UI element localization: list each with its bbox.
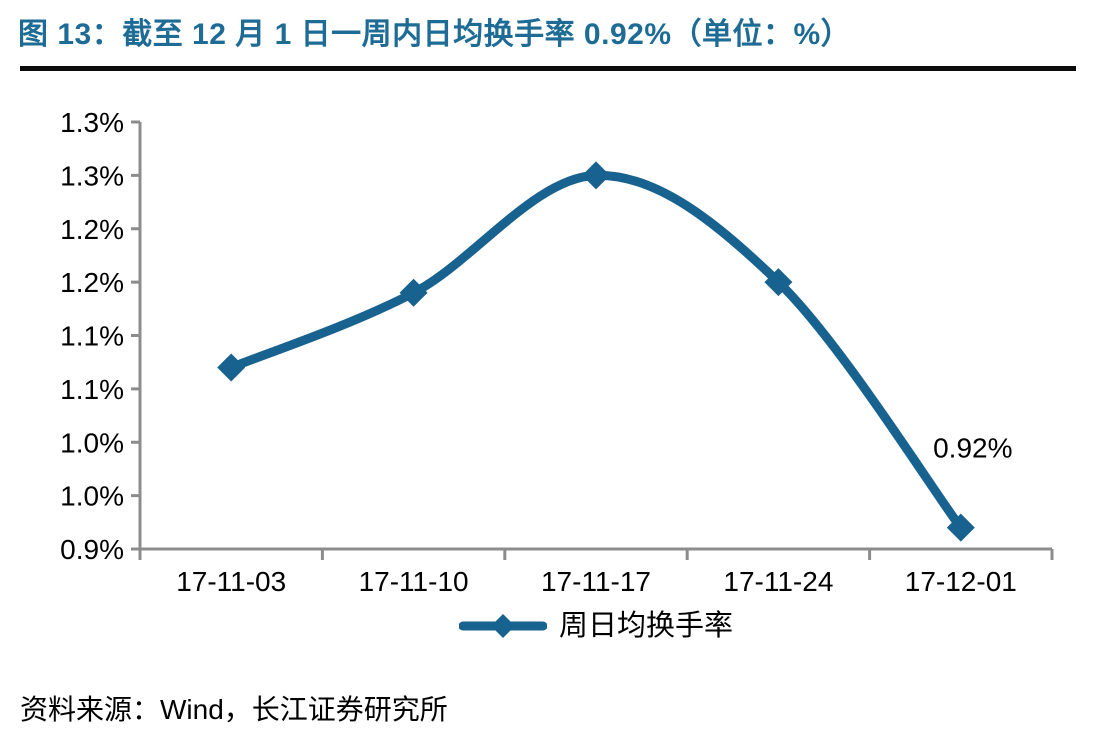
y-tick-label: 1.2% <box>60 214 124 245</box>
title-rule <box>20 66 1076 71</box>
y-tick-label: 0.9% <box>60 534 124 565</box>
x-tick-label: 17-11-17 <box>541 566 651 597</box>
series-line <box>226 170 966 533</box>
figure-title: 图 13：截至 12 月 1 日一周内日均换手率 0.92%（单位：%） <box>18 18 852 51</box>
x-tick-label: 17-11-10 <box>359 566 469 597</box>
data-point-marker <box>217 353 246 382</box>
point-annotation: 0.92% <box>933 433 1012 464</box>
turnover-line-chart: 0.9% 1.0% 1.0% 1.1% 1.1% 1.2% 1.2% 1.3% 1.3% 17-1… <box>60 107 1054 597</box>
data-point-marker <box>399 278 428 307</box>
y-tick-label: 1.3% <box>60 160 124 191</box>
y-tick-label: 1.1% <box>60 321 124 352</box>
x-tick-label: 17-11-03 <box>176 566 286 597</box>
y-tick-label: 1.0% <box>60 481 124 512</box>
data-point-marker <box>946 513 975 542</box>
y-tick-label: 1.3% <box>60 107 124 138</box>
line-diamond-marker-icon <box>458 614 547 638</box>
source-note: 资料来源：Wind，长江证券研究所 <box>20 694 448 725</box>
data-point-marker <box>582 161 610 190</box>
chart-legend: 周日均换手率 <box>140 608 1052 644</box>
y-tick-label: 1.2% <box>60 267 124 298</box>
data-point-marker <box>764 268 793 297</box>
y-tick-label: 1.1% <box>60 374 124 405</box>
legend-series-label: 周日均换手率 <box>558 610 733 642</box>
y-tick-label: 1.0% <box>60 427 124 458</box>
x-tick-label: 17-12-01 <box>905 566 1017 597</box>
x-tick-label: 17-11-24 <box>723 566 833 597</box>
